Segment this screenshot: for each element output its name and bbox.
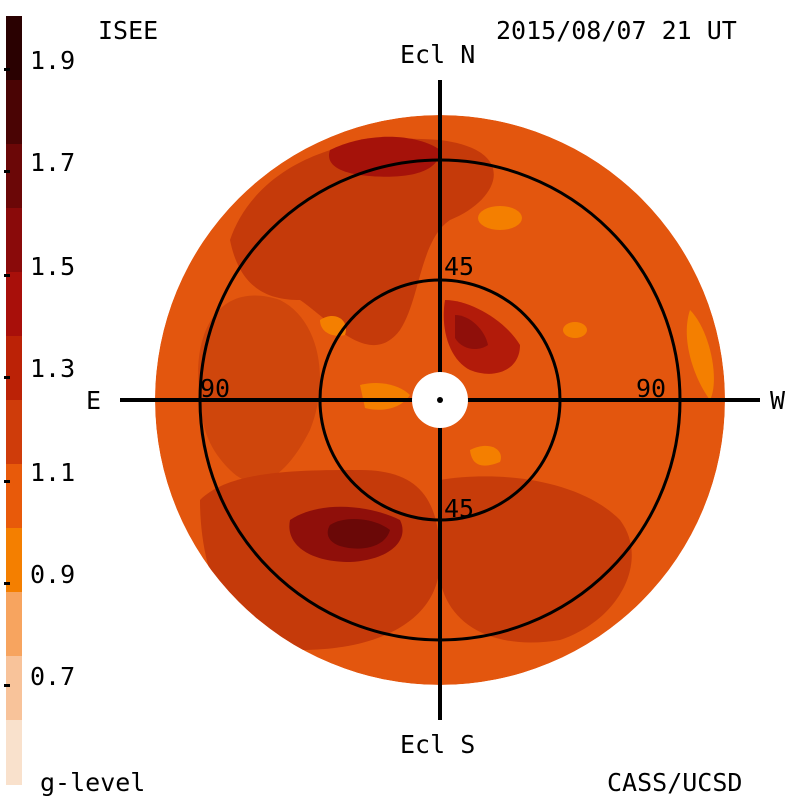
- colorbar-tick-label: 1.7: [30, 148, 76, 177]
- colorbar-tick-label: 1.9: [30, 46, 76, 75]
- colorbar-tick-mark: [4, 68, 10, 71]
- colorbar-segment: [6, 272, 22, 337]
- colorbar-segment: [6, 80, 22, 145]
- colorbar-tick-label: 1.3: [30, 354, 76, 383]
- colorbar: [6, 16, 22, 785]
- colorbar-segment: [6, 208, 22, 273]
- colorbar-segment: [6, 720, 22, 785]
- credit-label: CASS/UCSD: [607, 768, 743, 797]
- timestamp-label: 2015/08/07 21 UT: [496, 16, 737, 45]
- south-label: Ecl S: [400, 730, 476, 759]
- colorbar-segment: [6, 16, 22, 81]
- ring-label-outer-left: 90: [200, 374, 231, 403]
- colorbar-tick-mark: [4, 582, 10, 585]
- colorbar-title: g-level: [40, 768, 146, 797]
- source-label: ISEE: [98, 16, 159, 45]
- colorbar-segment: [6, 592, 22, 657]
- colorbar-segment: [6, 144, 22, 209]
- colorbar-tick-label: 0.9: [30, 560, 76, 589]
- colorbar-tick-label: 1.5: [30, 252, 76, 281]
- ring-label-outer-right: 90: [636, 374, 667, 403]
- colorbar-segment: [6, 528, 22, 593]
- colorbar-tick-mark: [4, 480, 10, 483]
- ring-label-inner-top: 45: [444, 252, 475, 281]
- colorbar-segment: [6, 656, 22, 721]
- colorbar-segment: [6, 464, 22, 529]
- east-label: E: [86, 386, 102, 415]
- colorbar-tick-mark: [4, 170, 10, 173]
- colorbar-segment: [6, 336, 22, 401]
- colorbar-tick-mark: [4, 376, 10, 379]
- ring-label-inner-bottom: 45: [444, 494, 475, 523]
- colorbar-segment: [6, 400, 22, 465]
- west-label: W: [770, 386, 786, 415]
- colorbar-tick-label: 0.7: [30, 662, 76, 691]
- colorbar-tick-mark: [4, 684, 10, 687]
- colorbar-tick-mark: [4, 274, 10, 277]
- north-label: Ecl N: [400, 40, 476, 69]
- colorbar-tick-label: 1.1: [30, 458, 76, 487]
